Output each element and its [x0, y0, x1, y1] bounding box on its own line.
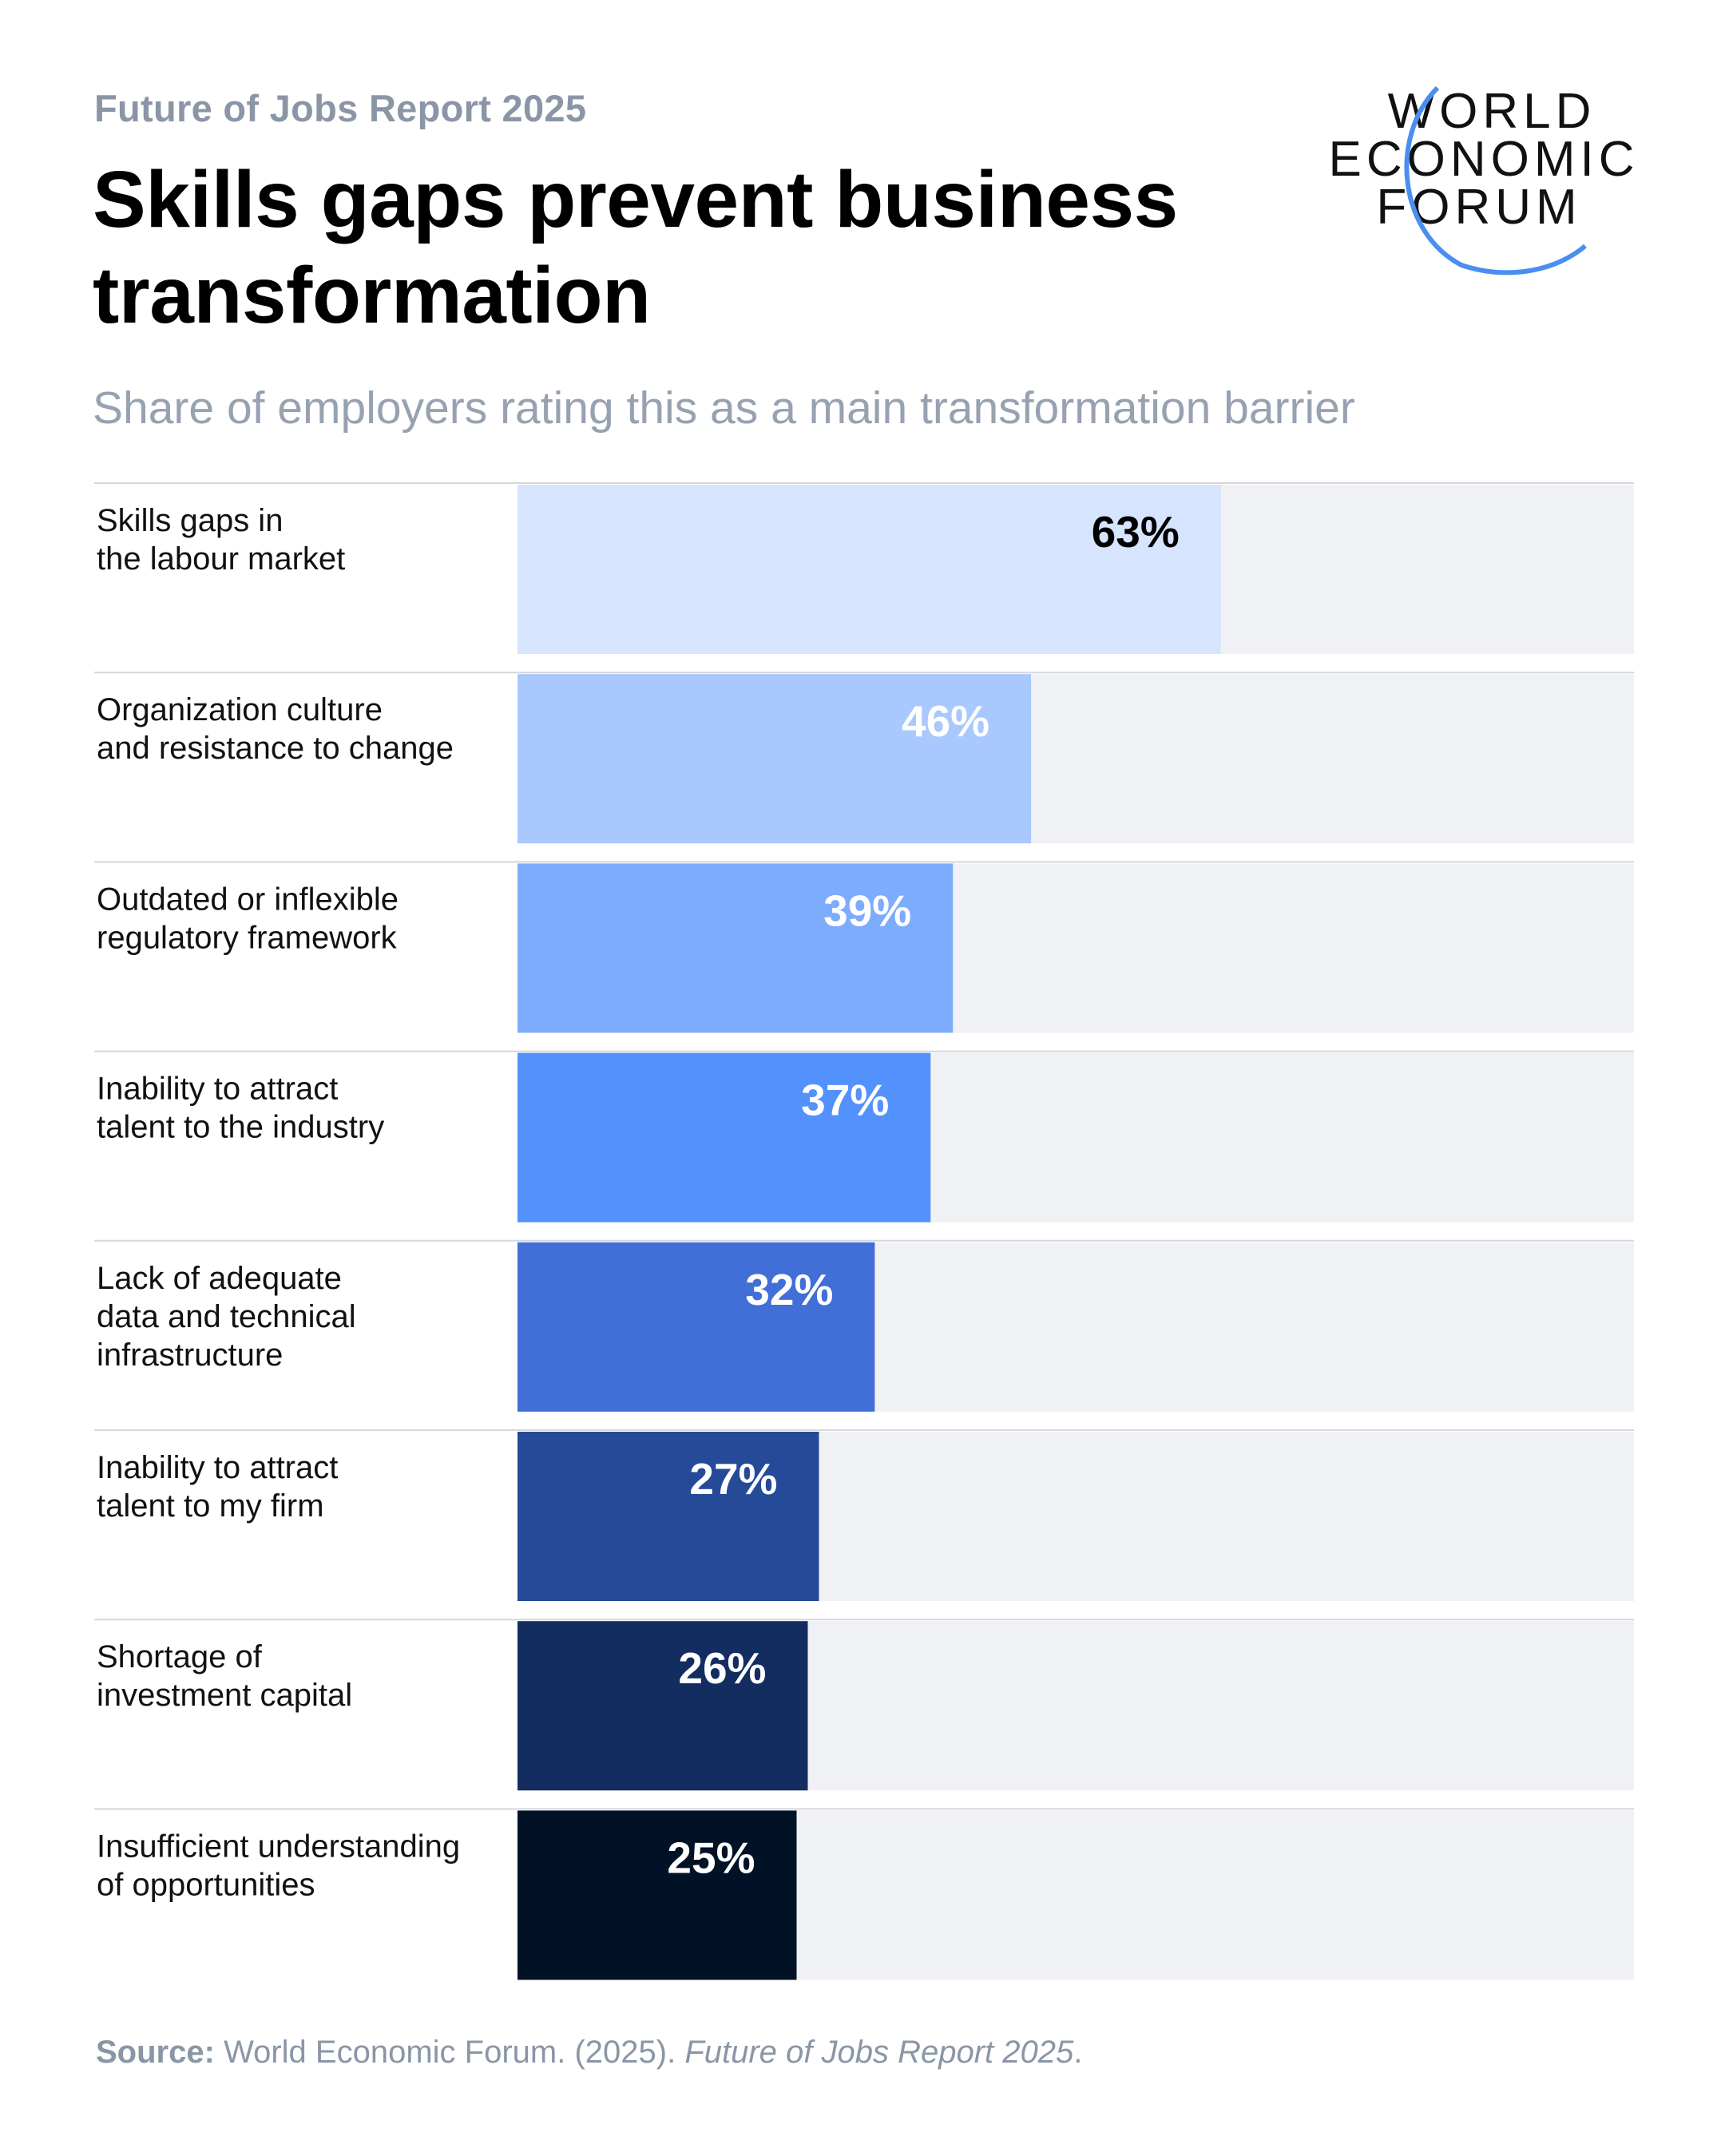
category-label: Skills gaps in [97, 503, 283, 538]
category-label: Organization culture [97, 692, 383, 727]
source-end: . [1073, 2035, 1083, 2070]
category-label: of opportunities [97, 1867, 315, 1902]
bar-value-label: 32% [745, 1265, 833, 1314]
bar [518, 1621, 808, 1791]
bar [518, 674, 1032, 844]
bar-value-label: 63% [1092, 507, 1180, 557]
source-text: World Economic Forum. (2025). [224, 2035, 676, 2070]
logo-line-2: ECONOMIC [1329, 132, 1640, 187]
category-label: talent to the industry [97, 1110, 384, 1145]
bar [518, 863, 954, 1033]
bar [518, 1810, 797, 1980]
chart-title: Skills gaps prevent business transformat… [93, 155, 1178, 340]
bar [518, 485, 1221, 654]
category-label: data and technical [97, 1299, 356, 1334]
report-kicker: Future of Jobs Report 2025 [94, 87, 587, 129]
bar-value-label: 39% [823, 886, 911, 935]
source-label: Source: [96, 2035, 215, 2070]
bar [518, 1432, 819, 1601]
bar-value-label: 27% [689, 1454, 777, 1504]
category-label: Lack of adequate [97, 1261, 342, 1296]
category-label: and resistance to change [97, 731, 454, 766]
category-label: Insufficient understanding [97, 1829, 460, 1864]
category-label: the labour market [97, 541, 345, 577]
logo-arc-icon [1404, 85, 1587, 275]
category-label: Outdated or inflexible [97, 882, 399, 917]
category-label: Inability to attract [97, 1072, 338, 1107]
category-label: Inability to attract [97, 1450, 338, 1485]
category-label: regulatory framework [97, 920, 398, 955]
category-label: Shortage of [97, 1639, 263, 1674]
category-label: infrastructure [97, 1338, 283, 1373]
bar-value-label: 26% [678, 1643, 766, 1693]
source-note: Source: World Economic Forum. (2025). Fu… [96, 2035, 1082, 2071]
bar [518, 1242, 875, 1412]
source-title: Future of Jobs Report 2025 [684, 2035, 1074, 2070]
bar-value-label: 46% [902, 696, 989, 746]
wef-logo: WORLD ECONOMIC FORUM [1329, 84, 1640, 275]
bar-value-label: 25% [667, 1833, 755, 1882]
bar-value-label: 37% [801, 1076, 889, 1125]
bar [518, 1052, 931, 1223]
chart-subtitle: Share of employers rating this as a main… [93, 382, 1355, 434]
category-label: investment capital [97, 1678, 352, 1713]
category-label: talent to my firm [97, 1488, 324, 1524]
